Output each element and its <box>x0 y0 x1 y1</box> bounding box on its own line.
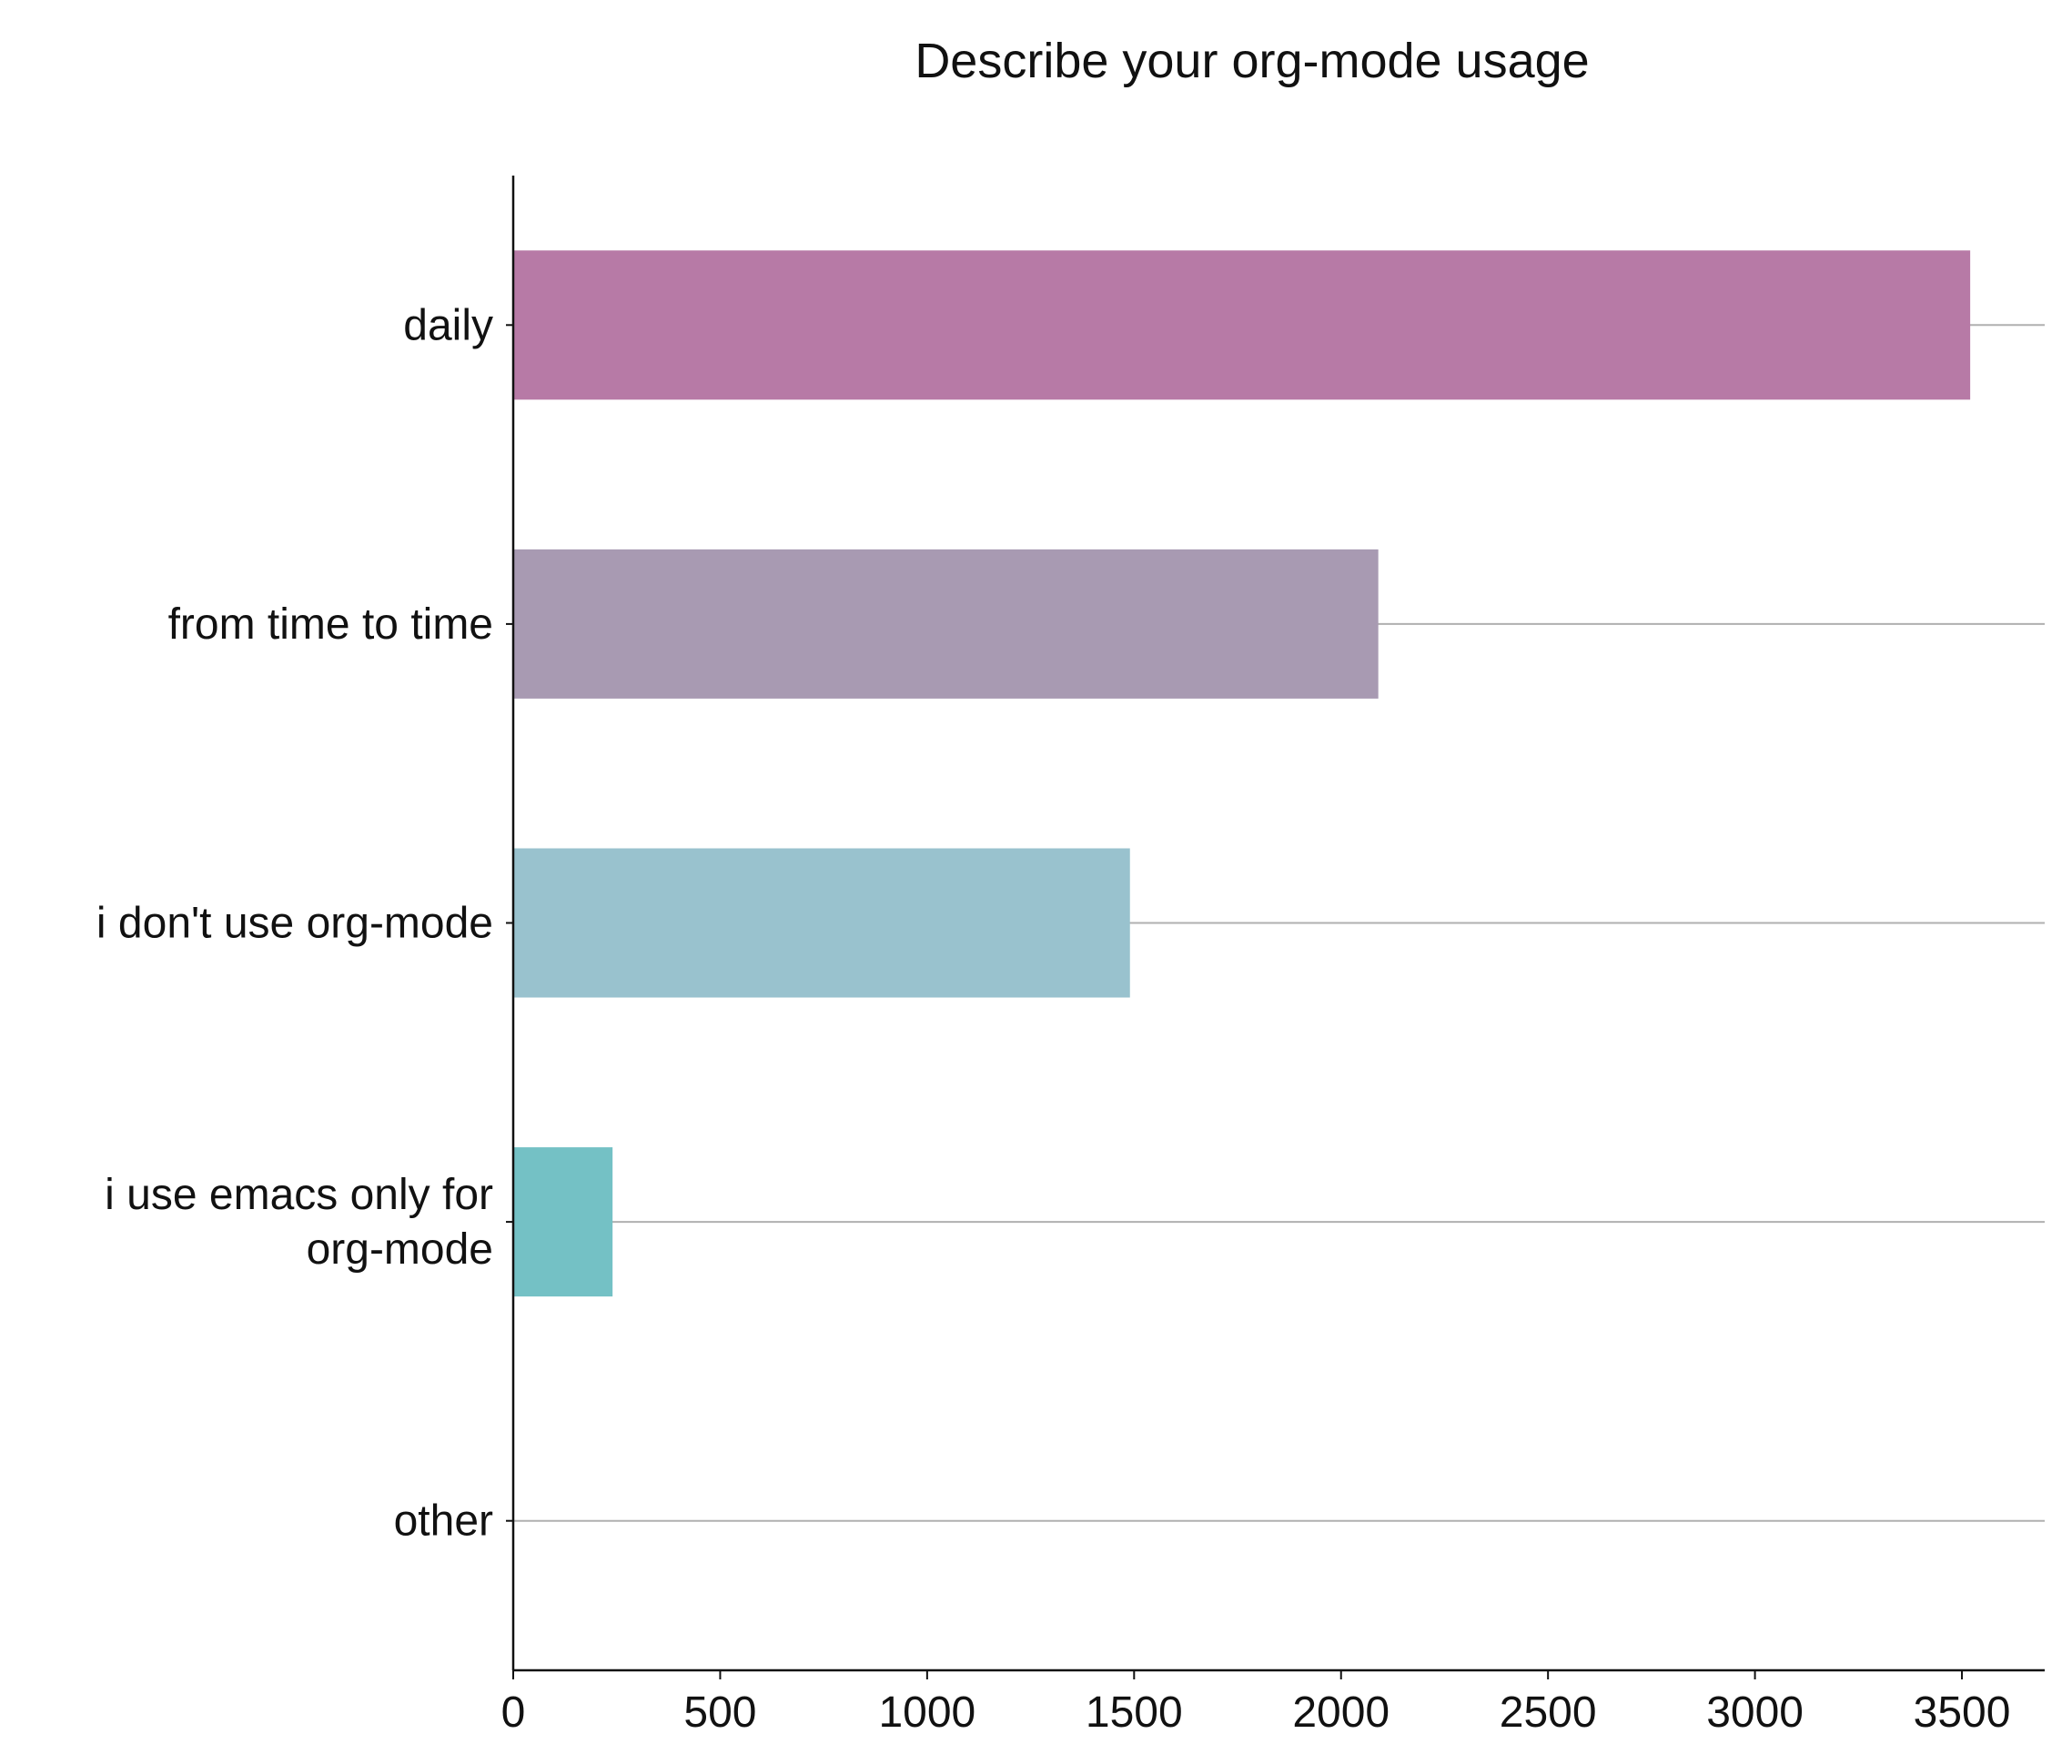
y-tick-label: other <box>394 1497 493 1546</box>
x-tick-label: 1000 <box>878 1688 975 1737</box>
bar <box>513 250 1971 400</box>
y-tick-label: org-mode <box>307 1225 493 1274</box>
y-tick-label: daily <box>403 301 493 349</box>
bar <box>513 1147 613 1297</box>
x-tick-label: 2500 <box>1500 1688 1597 1737</box>
bar <box>513 848 1130 998</box>
x-tick-label: 1500 <box>1086 1688 1183 1737</box>
x-tick-label: 0 <box>501 1688 526 1737</box>
bar <box>513 549 1379 699</box>
x-tick-label: 500 <box>683 1688 756 1737</box>
x-tick-label: 2000 <box>1292 1688 1390 1737</box>
x-axis-ticks: 0 500 1000 1500 2000 2500 3000 3500 <box>501 1670 2011 1737</box>
y-axis-ticks: daily from time to time i don't use org-mo… <box>96 301 513 1546</box>
y-tick-label: i don't use org-mode <box>96 900 493 948</box>
bars <box>513 250 1971 1297</box>
chart-title: Describe your org-mode usage <box>915 34 1589 88</box>
y-tick-label: from time to time <box>168 600 493 649</box>
x-tick-label: 3500 <box>1914 1688 2011 1737</box>
x-tick-label: 3000 <box>1706 1688 1804 1737</box>
y-tick-label: i use emacs only for <box>105 1171 493 1219</box>
